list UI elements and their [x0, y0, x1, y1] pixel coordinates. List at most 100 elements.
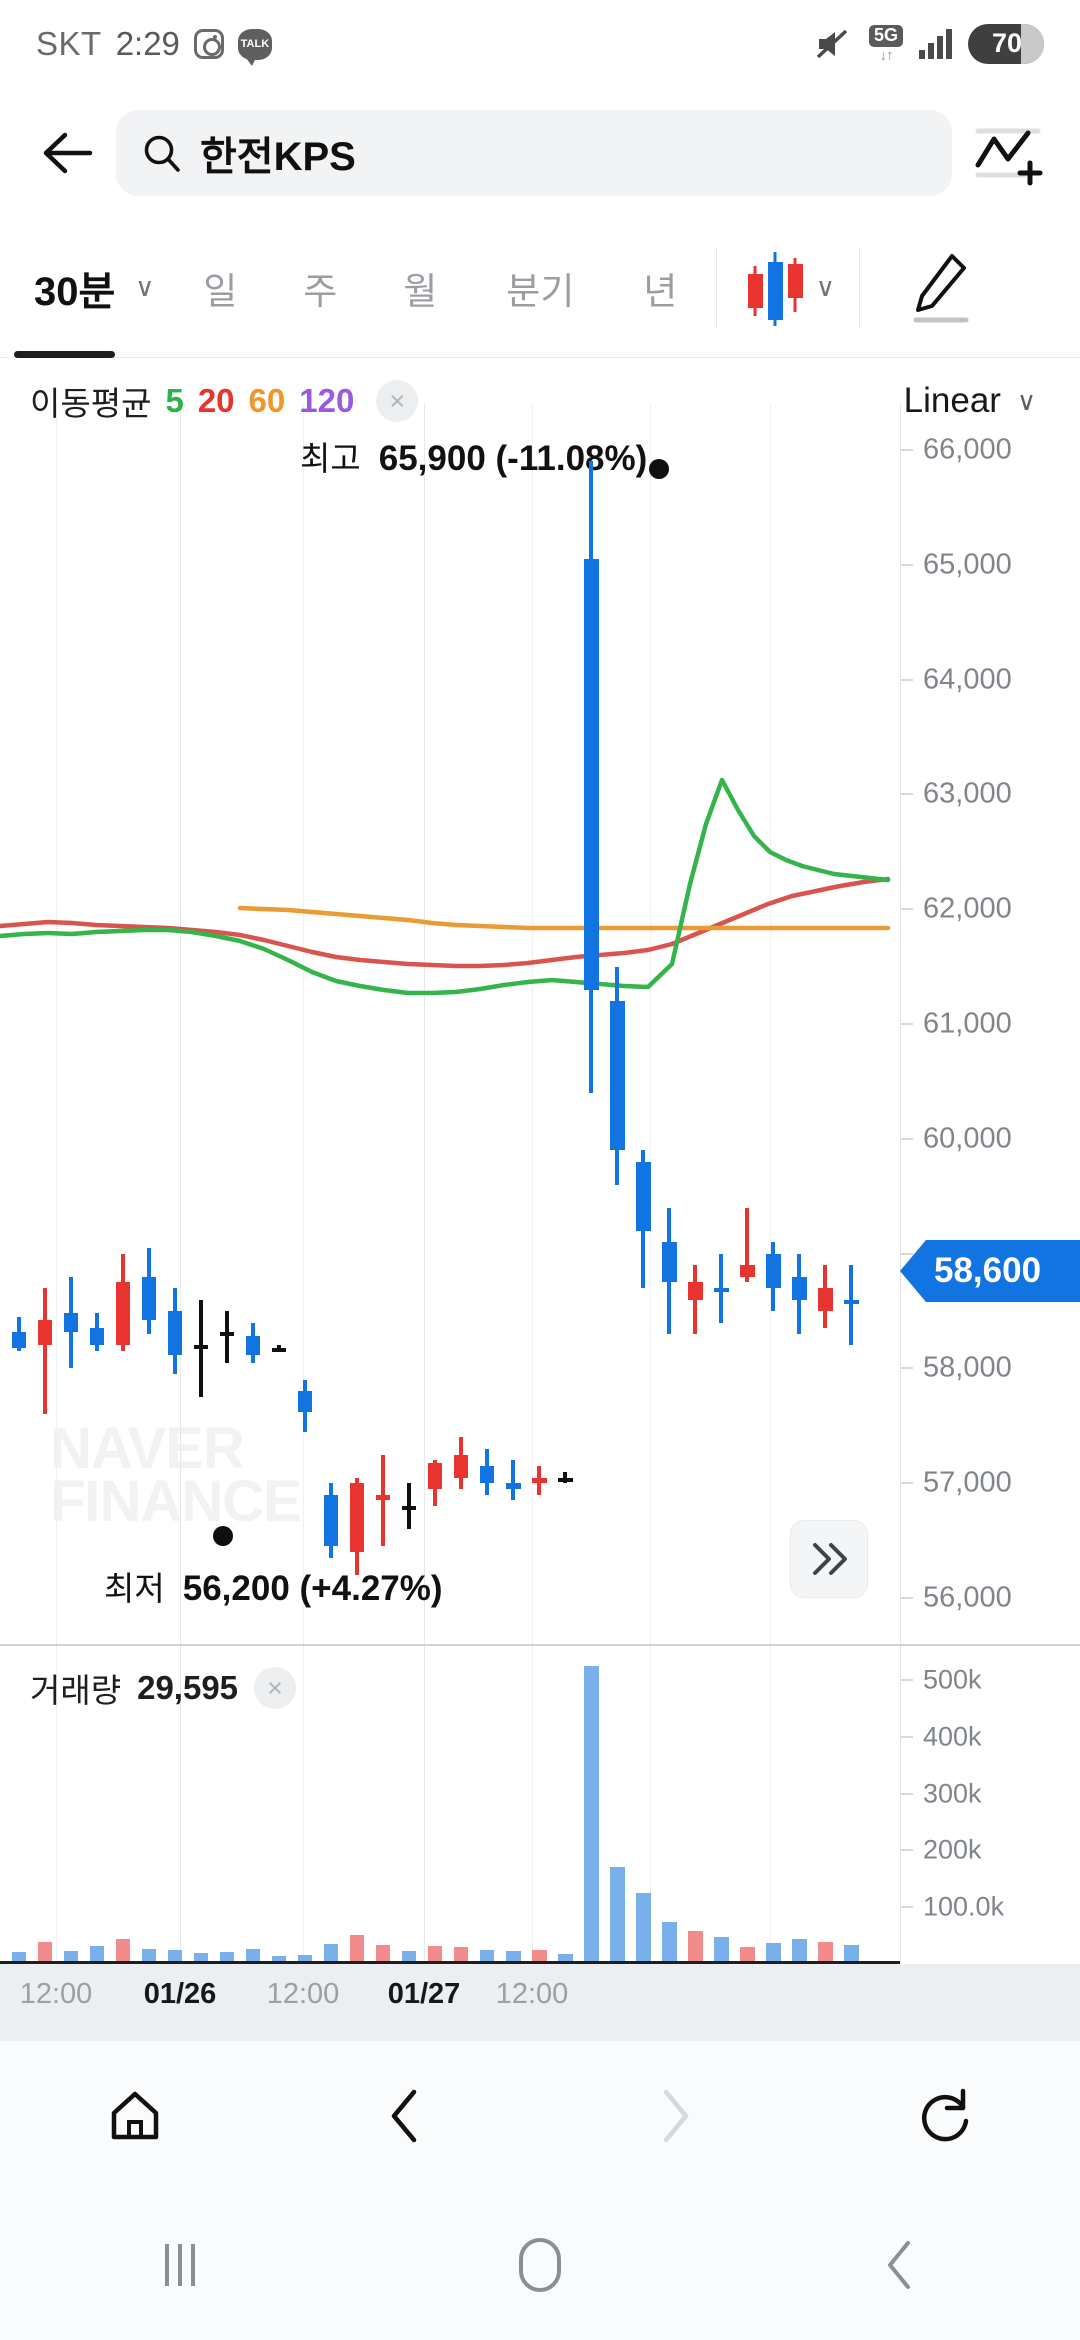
system-back-button[interactable] [720, 2190, 1080, 2340]
candlestick [37, 404, 53, 1644]
price-tick-label: 65,000 [923, 548, 1012, 581]
candlestick [636, 404, 651, 1644]
ma-period-120[interactable]: 120 [299, 382, 355, 419]
candlestick [167, 404, 183, 1644]
price-axis: 66,000 65,000 64,000 63,000 62,000 61,000 60,0… [900, 404, 1080, 1644]
candle-wick [745, 1207, 750, 1283]
chevron-right-icon [663, 2089, 689, 2142]
candlestick [89, 404, 105, 1644]
chevron-double-right-icon [813, 1543, 847, 1575]
tab-year[interactable]: 년 [610, 218, 710, 358]
tab-year-label: 년 [643, 270, 678, 312]
price-plot-area[interactable]: NAVER FINANCE 최고 65,900 (-11.08%) [0, 404, 900, 1644]
gridline-v [532, 1646, 533, 1961]
candlestick [375, 404, 391, 1644]
ma-close-icon[interactable]: × [376, 380, 419, 422]
scale-selector-label: Linear [903, 381, 1001, 420]
candle-body [271, 1347, 287, 1352]
candle-body [505, 1483, 521, 1489]
candlestick [531, 404, 547, 1644]
price-tick-label: 64,000 [923, 663, 1012, 696]
ma-period-60[interactable]: 60 [248, 382, 286, 419]
candle-body [297, 1391, 313, 1413]
candle-body [531, 1477, 547, 1484]
browser-forward-button[interactable] [540, 2041, 810, 2191]
candle-body [662, 1242, 677, 1283]
add-chart-button[interactable] [966, 110, 1052, 196]
system-recents-button[interactable] [0, 2190, 360, 2340]
candle-wick [43, 1288, 47, 1415]
ma-period-20[interactable]: 20 [197, 382, 235, 419]
gridline-v [770, 404, 771, 1644]
candlestick [818, 404, 833, 1644]
volume-title: 거래량 [30, 1672, 122, 1709]
candle-body [349, 1483, 365, 1553]
candlestick-icon [747, 251, 803, 326]
tab-month[interactable]: 월 [370, 218, 470, 358]
chevron-down-icon: ∨ [1016, 385, 1036, 416]
status-bar: SKT 2:29 TALK 5G ↓↑ 70 [0, 0, 1080, 88]
browser-reload-button[interactable] [810, 2041, 1080, 2191]
candle-body [818, 1288, 833, 1312]
kakaotalk-icon-label: TALK [240, 38, 270, 50]
tab-quarter[interactable]: 분기 [470, 218, 610, 358]
tab-week[interactable]: 주 [270, 218, 370, 358]
chart-type-button[interactable]: ∨ [723, 218, 853, 358]
volume-tick-label: 100.0k [923, 1891, 1005, 1922]
candle-body [427, 1462, 443, 1489]
tab-30min[interactable]: 30분 [0, 218, 129, 358]
candle-wick [849, 1265, 854, 1346]
volume-pane[interactable]: 거래량 29,595 × 500k 400k 300k 200k 100.0k [0, 1644, 1080, 1964]
candlestick [844, 404, 859, 1644]
carrier-label: SKT [36, 25, 102, 62]
back-button[interactable] [28, 114, 106, 192]
network-type-icon: 5G ↓↑ [868, 25, 903, 63]
volume-plot-area[interactable] [0, 1646, 900, 1964]
interval-caret-icon[interactable]: ∨ [135, 272, 155, 302]
ma-period-5[interactable]: 5 [165, 382, 184, 419]
signal-bars-icon [919, 29, 952, 59]
volume-tick-mark [901, 1735, 913, 1738]
browser-back-button[interactable] [270, 2041, 540, 2191]
candlestick [609, 404, 625, 1644]
price-tick-mark [901, 678, 913, 681]
search-input[interactable]: 한전KPS [116, 110, 952, 196]
tab-day[interactable]: 일 [170, 218, 270, 358]
volume-close-icon[interactable]: × [254, 1667, 297, 1709]
volume-bar [349, 1934, 365, 1961]
high-marker-change: (-11.08%) [495, 439, 648, 478]
volume-tick-mark [901, 1679, 913, 1682]
browser-navigation-bar [0, 2040, 1080, 2190]
volume-bar [323, 1943, 339, 1961]
high-marker-prefix: 최고 [300, 440, 361, 477]
candle-body [583, 559, 599, 990]
clock-label: 2:29 [115, 25, 180, 62]
tab-divider-left [716, 246, 718, 329]
price-tick-mark [901, 793, 913, 796]
scale-selector[interactable]: Linear ∨ [904, 381, 1050, 421]
system-home-button[interactable] [360, 2190, 720, 2340]
volume-bar [245, 1949, 261, 1961]
candle-body [115, 1282, 131, 1346]
candle-body [245, 1336, 261, 1355]
ma-line-5 [0, 777, 891, 996]
candle-wick [225, 1311, 230, 1363]
gridline-v [424, 1646, 425, 1961]
jump-to-latest-button[interactable] [790, 1520, 868, 1598]
network-type-label: 5G [868, 25, 903, 47]
draw-tool-button[interactable] [866, 218, 1016, 358]
candle-wick [693, 1265, 698, 1334]
gridline-v [56, 1646, 57, 1961]
price-tick-mark [901, 1482, 913, 1485]
candle-body [479, 1466, 495, 1484]
candle-body [89, 1328, 105, 1346]
browser-home-button[interactable] [0, 2041, 270, 2191]
price-tick-label: 63,000 [923, 777, 1012, 810]
price-chart-pane[interactable]: NAVER FINANCE 최고 65,900 (-11.08%) [0, 404, 1080, 1644]
price-tick-mark [901, 1023, 913, 1025]
volume-bar [375, 1945, 391, 1961]
candlestick [245, 404, 261, 1644]
mute-icon [815, 28, 853, 60]
price-tick-mark [901, 448, 913, 451]
gridline-v [424, 404, 425, 1644]
